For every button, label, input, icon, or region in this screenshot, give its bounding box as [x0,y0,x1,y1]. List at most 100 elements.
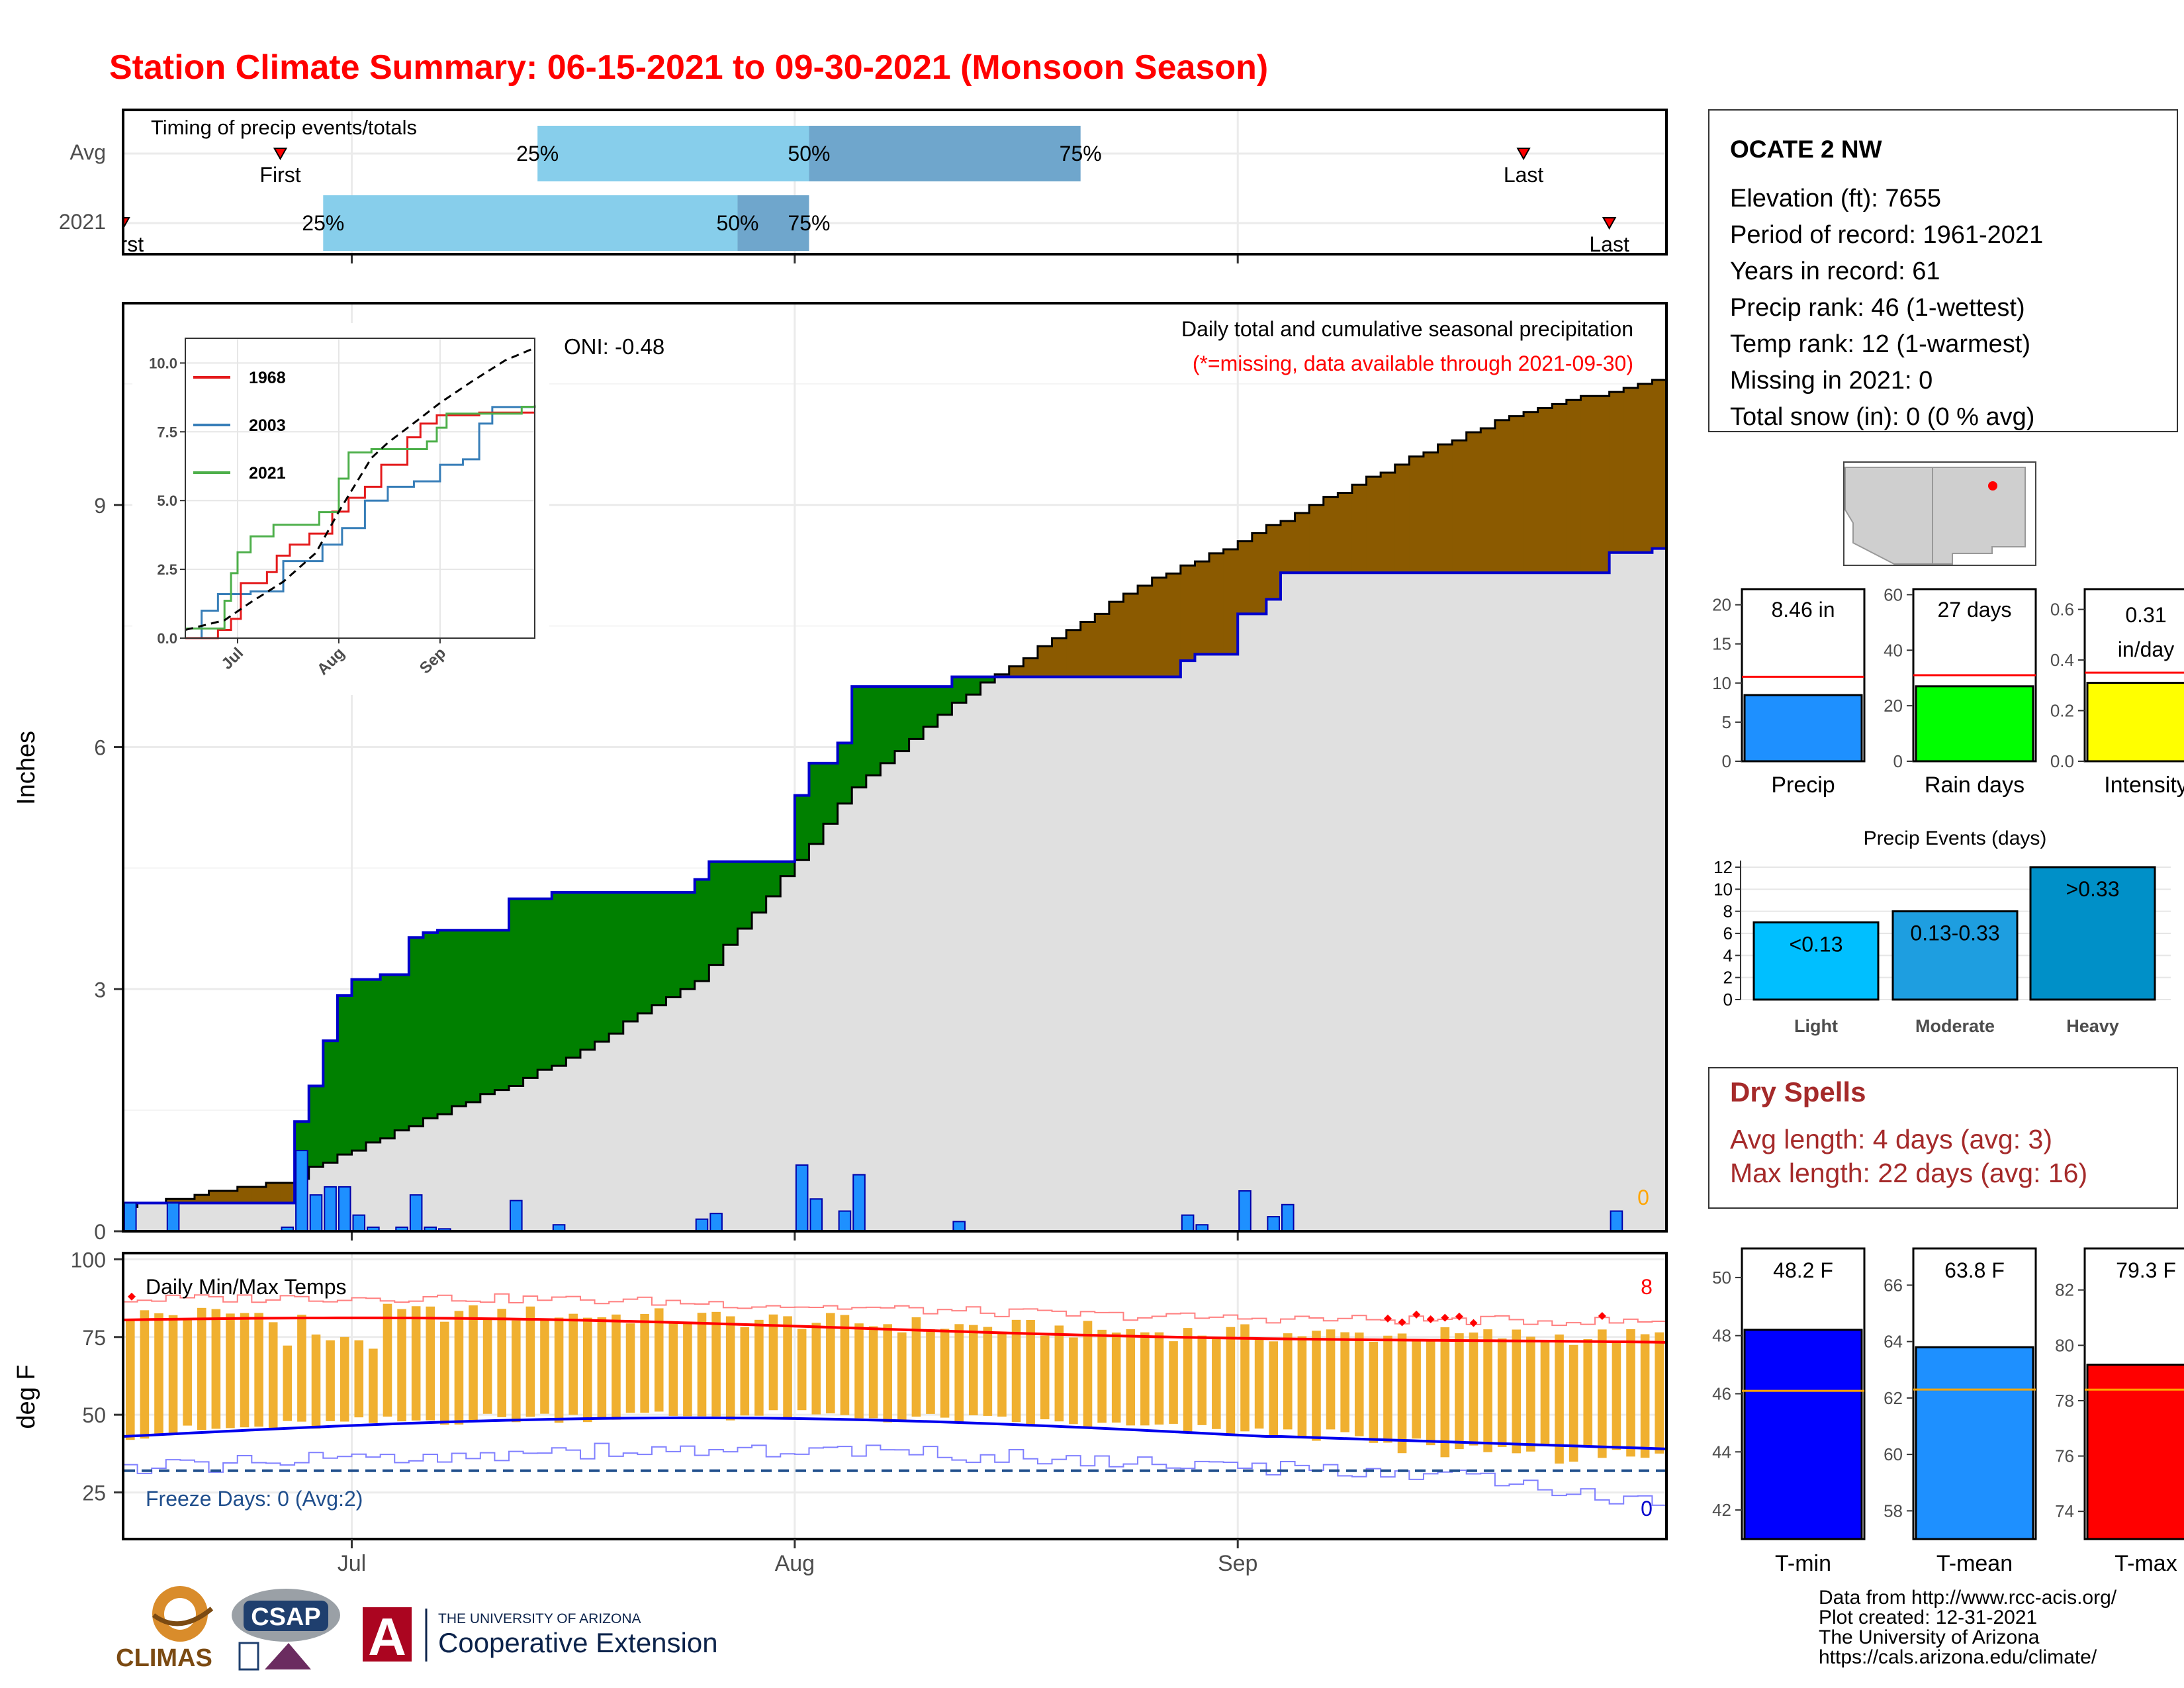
timing-panel-frame [122,109,1668,256]
temp-panel-frame [122,1252,1668,1540]
events-bar-label: >0.33 [2066,877,2120,901]
page-title: Station Climate Summary: 06-15-2021 to 0… [109,48,1269,87]
station-info-frame [1708,109,2178,432]
daily-temp-range-bar [754,1319,764,1416]
daily-temp-range-bar [1469,1333,1479,1446]
precip-below-normal-cell [1552,404,1567,573]
summary-bar-value-label: 27 days [1937,598,2011,622]
precip-panel-frame [122,302,1668,1233]
precip-above-normal-cell [537,898,553,1070]
daily-precip-bar [352,1214,366,1233]
precip-above-normal-cell [909,686,924,739]
precip-below-normal-cell [1209,553,1224,655]
timing-first-label: First [259,163,300,187]
precip-above-normal-cell [823,763,839,824]
daily-temp-range-bar [168,1315,178,1434]
precip-below-normal-cell [1580,396,1596,573]
precip-above-normal-cell [337,996,353,1155]
precip-below-normal-cell [1409,456,1424,573]
precip-above-normal-cell [837,743,852,804]
daily-temp-range-bar [1240,1324,1250,1432]
daily-temp-range-bar [1483,1329,1492,1452]
daily-temp-range-bar [1626,1329,1635,1457]
footer-line-plot-created: Plot created: 12-31-2021 [1819,1607,2037,1628]
precip-below-normal-cell [1152,577,1167,677]
precip-below-normal-cell [1109,602,1124,677]
timing-last-marker [1602,217,1617,230]
precip-above-normal-cell [408,937,424,1127]
daily-temp-range-bar [1183,1328,1193,1432]
dry-spells-max-length: Max length: 22 days (avg: 16) [1730,1158,2087,1188]
daily-temp-range-bar [1369,1341,1379,1443]
precip-y-tick-label: 3 [94,978,106,1002]
footer-line-url: https://cals.arizona.edu/climate/ [1819,1646,2097,1668]
daily-temp-range-bar [725,1316,735,1421]
ua-logo-bottom-text: Cooperative Extension [438,1627,718,1658]
inset-line-average [185,347,535,631]
daily-precip-bar [795,1164,809,1232]
station-location-dot [1988,481,1997,491]
temp-summary-value-label: 63.8 F [1944,1258,2005,1282]
timing-row-label-avg: Avg [69,140,106,164]
events-y-tick-label: 0 [1723,990,1733,1009]
daily-precip-bar [838,1210,852,1232]
timing-bar-50-75 [737,195,809,251]
daily-temp-range-bar [482,1319,492,1414]
daily-temp-range-bar [1540,1340,1550,1444]
record-high-temp-line [123,1293,1667,1327]
precip-above-normal-cell [680,892,696,990]
inset-y-tick-label: 5.0 [157,492,177,509]
record-high-marker [1398,1318,1406,1327]
precip-above-normal-cell [323,1041,338,1163]
freeze-days-label: Freeze Days: 0 (Avg:2) [146,1487,363,1511]
timing-row-label-2021: 2021 [59,210,106,234]
precip-above-normal-cell [694,879,709,982]
daily-precip-bar [510,1199,523,1233]
daily-temp-range-bar [454,1311,464,1425]
precip-above-normal-cell [966,677,981,695]
temp-summary-category-label: T-mean [1936,1551,2013,1576]
daily-temp-range-bar [1512,1329,1522,1454]
daily-temp-range-bar [1097,1329,1107,1423]
daily-temp-range-bar [768,1314,778,1411]
events-bar-label: <0.13 [1790,932,1843,956]
precip-panel: 0 3 6 9 Inches ONI: -0.48 Daily total and c… [13,302,1668,1244]
inset-y-tick-label: 2.5 [157,561,177,578]
daily-temp-range-bar [1026,1320,1035,1425]
record-high-marker [1383,1314,1392,1323]
daily-temp-range-bar [711,1311,721,1417]
station-info-box: OCATE 2 NW Elevation (ft): 7655 Period o… [1708,109,2178,432]
daily-temp-range-bar [1040,1335,1050,1420]
temp-summary-bar-chart: 58 60 62 64 66 63.8 F T-mean [1884,1247,2037,1576]
precip-below-normal-cell [1323,496,1338,573]
precip-above-normal-cell [880,686,895,763]
daily-temp-range-bar [968,1325,978,1416]
temp-summary-tick-label: 42 [1712,1500,1731,1520]
daily-temp-range-bar [369,1348,378,1423]
precip-above-normal-cell [852,686,867,788]
daily-temp-range-bar [1612,1342,1621,1450]
daily-temp-range-bar [512,1320,521,1423]
precip-above-normal-cell [709,861,724,965]
precip-above-normal-cell [509,898,524,1086]
daily-temp-range-bar [911,1317,921,1417]
inset-frame [185,338,535,639]
precip-below-normal-cell [1223,549,1238,655]
dry-spells-box: Dry Spells Avg length: 4 days (avg: 3) M… [1708,1067,2178,1209]
daily-temp-range-bar [268,1322,278,1429]
daily-temp-range-bar [126,1321,135,1440]
daily-precip-bar [324,1186,337,1233]
climas-logo: CLIMAS [116,1586,214,1672]
daily-temp-range-bar [1526,1336,1535,1452]
precip-above-normal-cell [494,930,510,1090]
events-bar [1752,921,1880,1001]
temp-panel-label: Daily Min/Max Temps [146,1275,346,1299]
timing-last-marker [1516,148,1531,161]
daily-temp-range-bar [997,1331,1007,1417]
dry-spells-avg-length: Avg length: 4 days (avg: 3) [1730,1124,2052,1154]
footer-line-university: The University of Arizona [1819,1626,2040,1648]
precip-below-normal-cell [1281,521,1296,573]
timing-label-50: 50% [788,142,830,165]
daily-temp-range-bar [326,1340,335,1421]
daily-precip-bar [1267,1216,1280,1233]
